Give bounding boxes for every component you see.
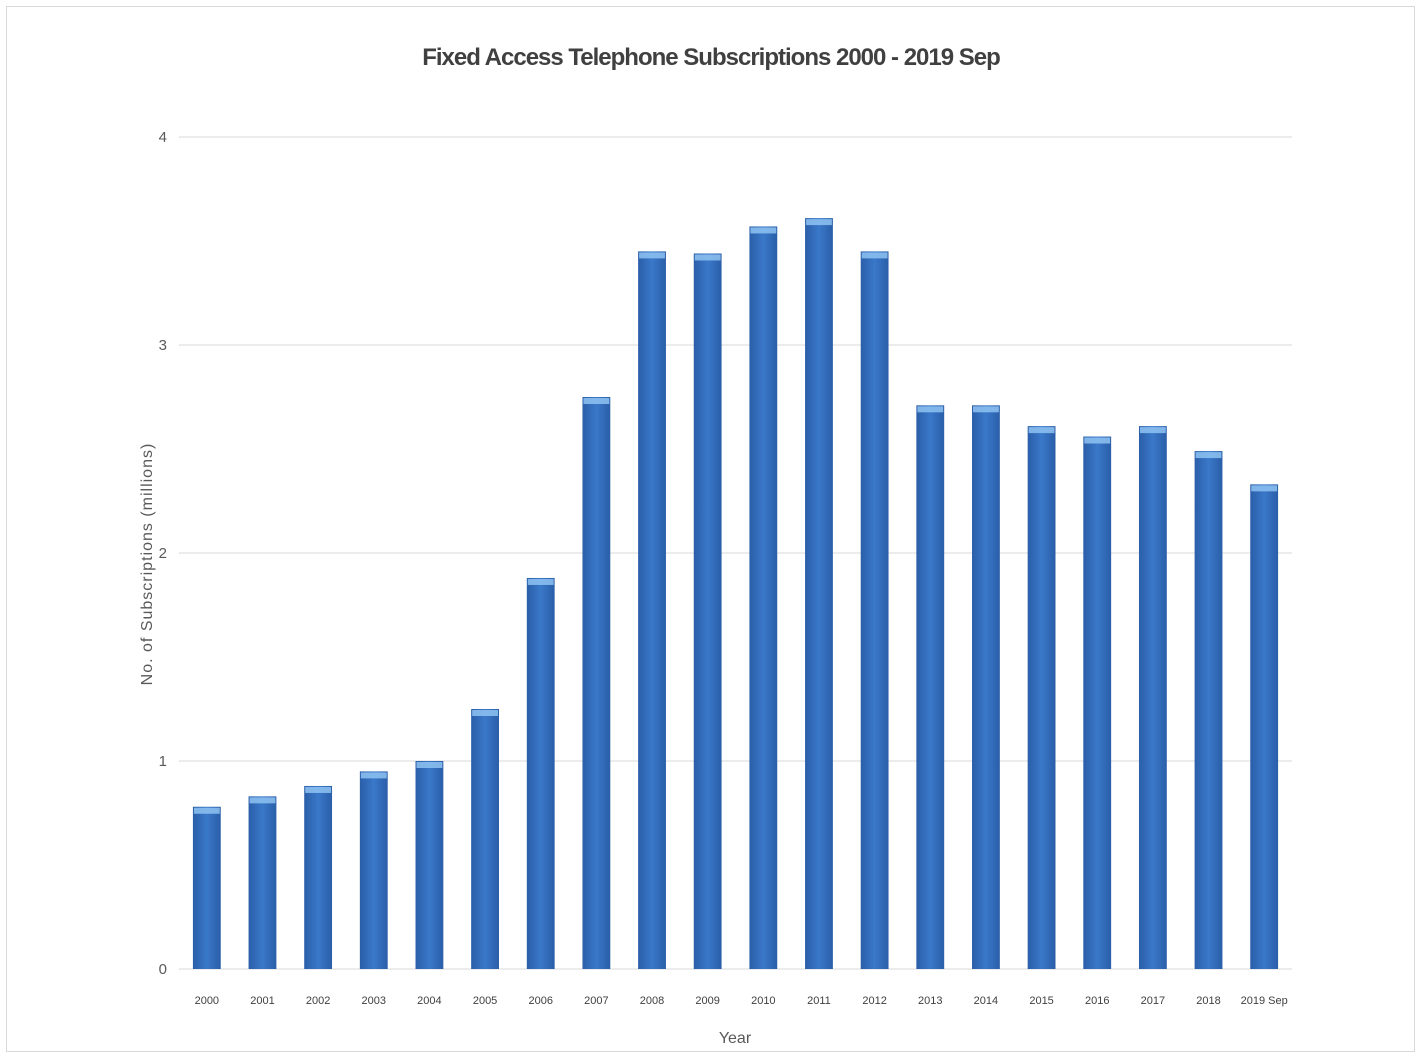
bar-highlight — [416, 762, 443, 768]
x-tick-label: 2006 — [528, 995, 552, 1007]
x-tick-label: 2004 — [417, 995, 441, 1007]
x-axis-title: Year — [719, 1030, 752, 1047]
bar — [1250, 484, 1279, 969]
x-tick-label: 2008 — [640, 995, 664, 1007]
chart-svg: Fixed Access Telephone Subscriptions 200… — [139, 44, 1292, 1047]
bar-highlight — [193, 807, 220, 814]
bar — [1138, 426, 1167, 969]
bar-highlight — [360, 772, 387, 779]
bar — [415, 761, 444, 969]
x-tick-label: 2002 — [306, 995, 330, 1007]
bar-highlight — [305, 786, 332, 793]
y-axis-title: No. of Subscriptions (millions) — [139, 443, 156, 686]
bar-highlight — [694, 254, 721, 261]
bar-highlight — [639, 252, 665, 259]
x-tick-label: 2007 — [584, 995, 608, 1007]
bar-highlight — [583, 398, 610, 404]
bars — [192, 218, 1279, 970]
bar — [359, 771, 388, 969]
x-axis-ticks: 2000 2001 2002 2003 2004 2005 2006 2007 2008 2009… — [195, 995, 1288, 1007]
x-tick-label: 2009 — [695, 995, 719, 1007]
bar — [638, 251, 666, 969]
bar-highlight — [1028, 427, 1055, 434]
x-tick-label: 2014 — [974, 995, 998, 1007]
bar-highlight — [472, 710, 498, 716]
x-tick-label: 2000 — [195, 995, 219, 1007]
x-tick-label: 2003 — [362, 995, 386, 1007]
bar-highlight — [750, 227, 777, 234]
bar — [972, 405, 1000, 969]
bar-highlight — [917, 406, 944, 413]
x-tick-label: 2019 Sep — [1241, 995, 1288, 1007]
x-tick-label: 2015 — [1029, 995, 1053, 1007]
x-tick-label: 2017 — [1141, 995, 1165, 1007]
bar — [304, 785, 333, 969]
bar — [693, 253, 722, 970]
y-tick-label: 1 — [159, 753, 167, 770]
chart-title: Fixed Access Telephone Subscriptions 200… — [422, 44, 1000, 71]
x-tick-label: 2001 — [250, 995, 274, 1007]
bar — [916, 405, 945, 969]
bar-highlight — [527, 578, 554, 585]
bar-highlight — [806, 219, 832, 226]
bar-highlight — [1251, 485, 1278, 492]
x-tick-label: 2013 — [918, 995, 942, 1007]
x-tick-label: 2011 — [807, 995, 831, 1007]
bar — [1027, 426, 1056, 969]
bar — [471, 709, 499, 969]
bar-highlight — [1139, 427, 1166, 434]
bar — [805, 218, 833, 969]
bar — [749, 226, 778, 969]
bar — [1083, 436, 1112, 969]
bar — [192, 806, 221, 969]
bar-highlight — [1195, 452, 1222, 459]
bar-highlight — [973, 406, 999, 413]
y-tick-label: 0 — [159, 961, 167, 978]
gridlines — [179, 136, 1292, 970]
x-tick-label: 2016 — [1085, 995, 1109, 1007]
y-axis-ticks: 0 1 2 3 4 — [159, 129, 167, 978]
bar-highlight — [249, 797, 276, 804]
bar-highlight — [861, 252, 888, 259]
x-tick-label: 2018 — [1196, 995, 1220, 1007]
bar — [526, 577, 555, 969]
bar-highlight — [1084, 437, 1111, 444]
y-tick-label: 4 — [159, 129, 167, 146]
y-tick-label: 3 — [159, 337, 167, 354]
y-tick-label: 2 — [159, 545, 167, 562]
chart-frame: Fixed Access Telephone Subscriptions 200… — [6, 6, 1415, 1052]
x-tick-label: 2012 — [862, 995, 886, 1007]
bar — [582, 397, 611, 969]
x-tick-label: 2010 — [751, 995, 775, 1007]
x-tick-label: 2005 — [473, 995, 497, 1007]
bar — [860, 251, 889, 969]
bar — [1194, 451, 1223, 970]
bar — [248, 796, 277, 969]
